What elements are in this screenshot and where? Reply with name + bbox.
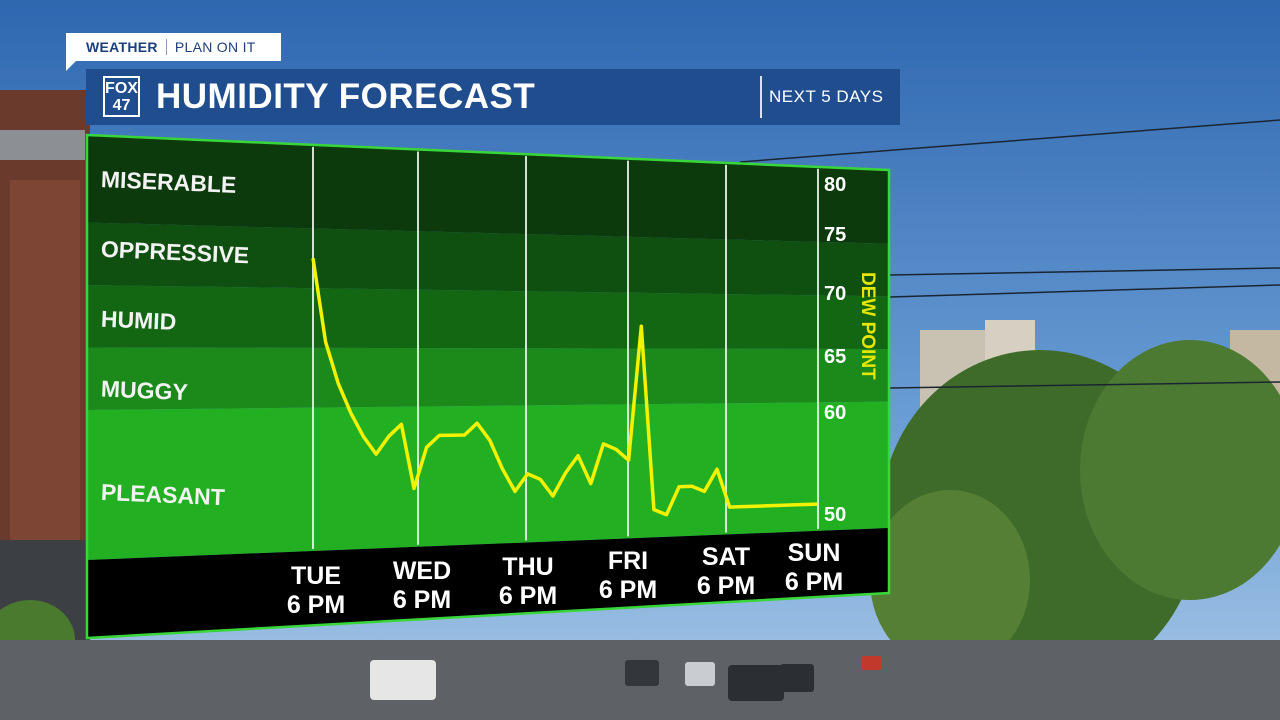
band-humid <box>87 285 889 349</box>
x-tick-day-sat: SAT <box>702 543 750 571</box>
tag-separator <box>165 39 167 55</box>
x-tick-time-fri: 6 PM <box>599 576 657 604</box>
x-tick-day-thu: THU <box>502 553 553 581</box>
logo-line-1: FOX <box>105 80 138 97</box>
chart-border <box>85 133 891 640</box>
y-tick-75: 75 <box>824 224 846 246</box>
x-tick-day-sun: SUN <box>788 539 841 567</box>
page-title: HUMIDITY FORECAST <box>156 77 536 116</box>
band-label-muggy: MUGGY <box>100 375 188 405</box>
band-label-oppressive: OPPRESSIVE <box>100 236 249 268</box>
band-labels: MISERABLE OPPRESSIVE HUMID MUGGY PLEASANT <box>100 166 249 510</box>
title-divider <box>760 76 762 118</box>
weather-tag: WEATHER PLAN ON IT <box>66 33 281 61</box>
x-tick-day-tue: TUE <box>291 562 341 590</box>
y-tick-60: 60 <box>824 402 846 424</box>
band-label-pleasant: PLEASANT <box>100 479 225 510</box>
x-tick-day-wed: WED <box>393 557 451 585</box>
logo-line-2: 47 <box>112 97 131 114</box>
y-axis-label: DEW POINT <box>857 272 878 380</box>
y-tick-65: 65 <box>824 346 846 368</box>
band-pleasant <box>87 401 889 560</box>
x-tick-time-tue: 6 PM <box>287 591 345 619</box>
x-label-bar <box>87 528 889 638</box>
tag-notch <box>66 61 76 71</box>
x-tick-day-fri: FRI <box>608 547 648 575</box>
band-oppressive <box>87 222 889 297</box>
station-logo: FOX 47 <box>103 76 140 117</box>
title-bar: FOX 47 HUMIDITY FORECAST NEXT 5 DAYS <box>86 69 900 125</box>
x-tick-time-sun: 6 PM <box>785 568 843 596</box>
band-muggy <box>87 347 889 410</box>
x-axis-bar <box>87 528 889 638</box>
x-tick-time-thu: 6 PM <box>499 582 557 610</box>
weather-tag-label: WEATHER <box>86 39 158 55</box>
tagline: PLAN ON IT <box>174 39 256 55</box>
band-label-miserable: MISERABLE <box>100 166 236 198</box>
x-tick-time-sat: 6 PM <box>697 572 755 600</box>
y-tick-labels: 50 60 65 70 75 80 <box>824 174 846 526</box>
chart-frame <box>85 133 891 640</box>
forecast-period: NEXT 5 DAYS <box>769 87 884 106</box>
dew-point-line <box>311 258 819 517</box>
y-tick-80: 80 <box>824 174 846 196</box>
x-tick-time-wed: 6 PM <box>393 586 451 614</box>
y-tick-50: 50 <box>824 504 846 526</box>
band-label-humid: HUMID <box>100 306 176 335</box>
y-tick-70: 70 <box>824 283 846 305</box>
